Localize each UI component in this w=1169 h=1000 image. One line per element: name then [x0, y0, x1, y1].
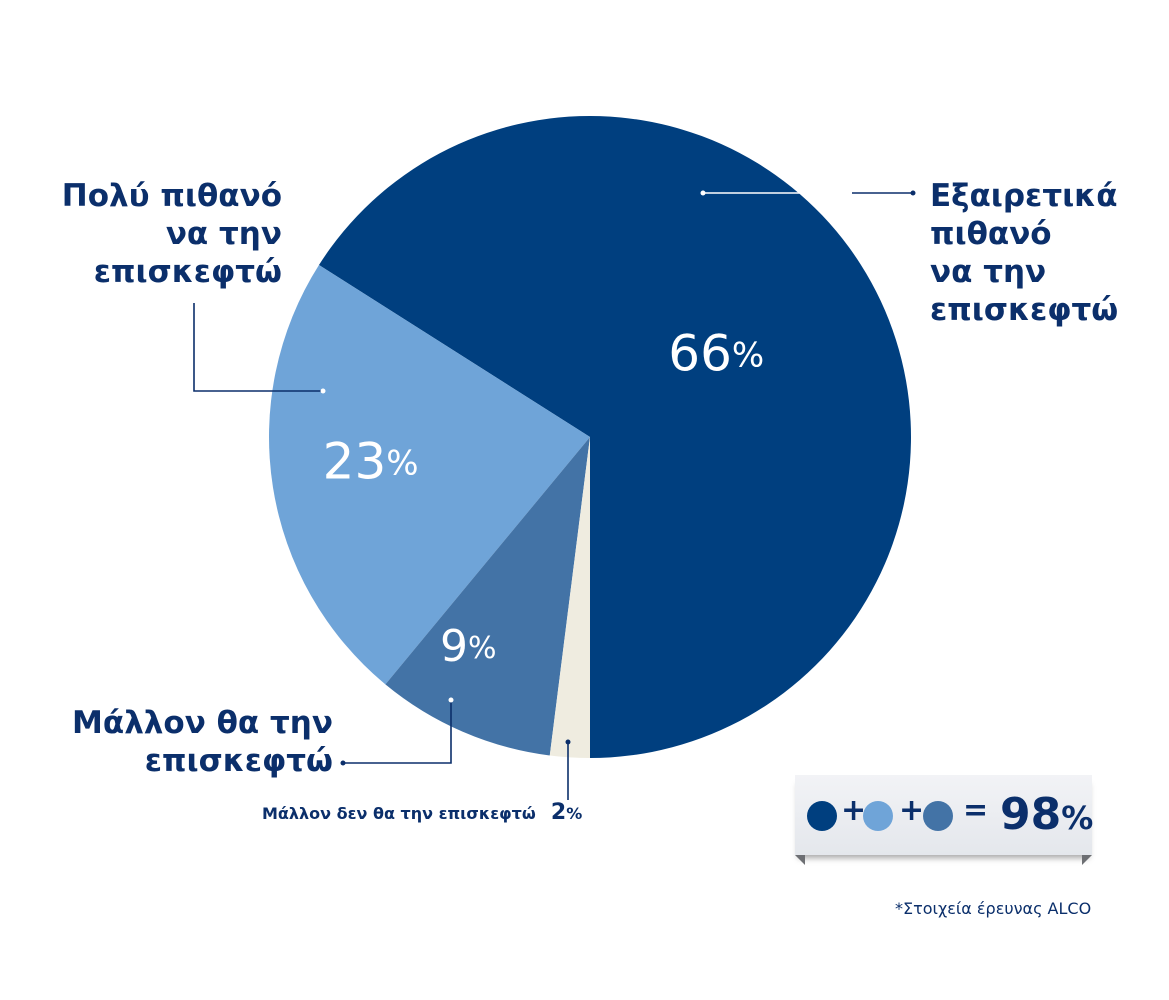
label-probably-not: Μάλλον δεν θα την επισκεφτώ 2%: [262, 800, 582, 825]
ribbon-fold-left: [795, 855, 805, 865]
label-probably-will: Μάλλον θα την επισκεφτώ: [72, 705, 333, 779]
leader-very-likely-dot: [320, 388, 326, 394]
value-percent-very-likely: %: [386, 443, 418, 483]
leader-probably-not-dot: [565, 739, 571, 745]
probably-not-percent: %: [566, 804, 583, 823]
label-very-likely: Πολύ πιθανό να την επισκεφτώ: [61, 178, 282, 290]
slice-very-likely: [269, 264, 590, 685]
slice-probably-not: [549, 437, 590, 758]
value-number-extremely-likely: 66: [668, 324, 732, 382]
value-label-probably-will: 9%: [440, 621, 497, 672]
source-note: *Στοιχεία έρευνας ALCO: [895, 899, 1092, 918]
value-label-extremely-likely: 66%: [668, 324, 764, 382]
slice-extremely-likely: [318, 115, 912, 758]
total-number: 98: [1000, 789, 1062, 840]
total-value: 98%: [1000, 789, 1093, 840]
plus-sign-2: +: [899, 793, 925, 828]
total-percent: %: [1061, 799, 1094, 837]
label-probably-not-text: Μάλλον δεν θα την επισκεφτώ: [262, 804, 536, 823]
equals-sign: =: [963, 793, 989, 828]
leader-probably-will: [343, 700, 452, 764]
probably-not-number: 2: [550, 800, 567, 825]
leader-probably-will-dot: [448, 697, 454, 703]
value-number-very-likely: 23: [323, 432, 387, 490]
value-percent-probably-will: %: [468, 631, 497, 666]
value-percent-extremely-likely: %: [732, 335, 764, 375]
leader-extremely-likely-dot: [700, 190, 706, 196]
value-label-very-likely: 23%: [323, 432, 419, 490]
value-number-probably-will: 9: [440, 621, 468, 672]
leader-very-likely: [193, 303, 323, 392]
leader-end-dot-1: [340, 760, 346, 766]
pie-slices: [269, 115, 912, 758]
label-extremely-likely: Εξαιρετικά πιθανό να την επισκεφτώ: [930, 178, 1119, 328]
dot-very-likely: [863, 801, 893, 831]
label-probably-not-value: 2%: [551, 800, 582, 825]
leader-lines: [193, 190, 916, 800]
total-summary-box: + + = 98%: [795, 775, 1093, 865]
slice-value-labels: 66%23%9%: [323, 324, 765, 672]
ribbon-fold-right: [1082, 855, 1092, 865]
slice-probably-will: [385, 437, 590, 756]
dot-probably-will: [923, 801, 953, 831]
plus-sign-1: +: [841, 793, 867, 828]
dot-extremely-likely: [807, 801, 837, 831]
